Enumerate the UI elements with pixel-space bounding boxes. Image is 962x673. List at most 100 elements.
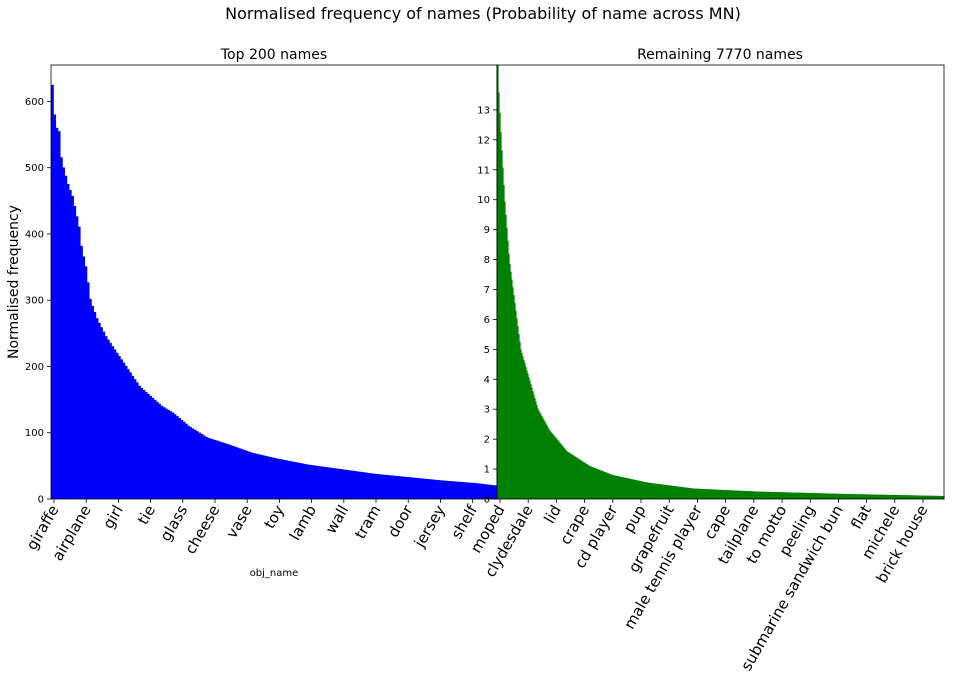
bar — [184, 423, 188, 499]
bar — [144, 391, 148, 499]
bar — [643, 481, 645, 499]
bar — [75, 216, 79, 499]
bar — [430, 479, 433, 499]
bar — [771, 491, 773, 499]
bar — [581, 460, 583, 499]
bar — [562, 446, 564, 499]
bar — [86, 282, 90, 499]
bar — [764, 491, 766, 499]
bar — [869, 494, 871, 499]
bar — [325, 467, 329, 499]
bar — [385, 474, 389, 499]
bar — [392, 475, 396, 499]
bar — [619, 476, 621, 499]
bar — [754, 491, 756, 499]
y-tick-label: 3 — [484, 405, 490, 416]
bar — [636, 480, 638, 499]
bar — [554, 436, 556, 499]
bar — [933, 495, 935, 499]
bar — [53, 114, 57, 500]
bar — [624, 477, 626, 499]
bar — [680, 486, 682, 499]
bar — [553, 435, 555, 499]
bar — [542, 417, 544, 499]
bar — [247, 451, 251, 499]
bar — [526, 370, 528, 499]
bar — [565, 449, 567, 499]
bar — [175, 416, 179, 499]
bar — [932, 495, 934, 499]
bar — [922, 495, 924, 499]
x-tick-label: lamb — [286, 502, 320, 543]
bar — [859, 494, 861, 499]
bar — [658, 484, 660, 499]
bar — [631, 479, 633, 499]
bar — [515, 310, 517, 499]
bar — [100, 327, 103, 499]
left-chart-title: Top 200 names — [220, 47, 327, 63]
bar — [730, 490, 732, 499]
bar — [661, 484, 663, 499]
bar — [850, 494, 852, 499]
bar — [472, 482, 476, 499]
bar — [703, 489, 705, 499]
bar — [750, 491, 752, 499]
bar — [55, 127, 59, 499]
bar — [209, 438, 213, 499]
bar — [575, 456, 577, 499]
bar — [772, 491, 774, 499]
bar — [77, 226, 81, 499]
bar — [504, 201, 506, 499]
bar — [512, 287, 514, 499]
x-tick-label: jersey — [410, 502, 449, 551]
bar — [707, 489, 709, 499]
bar — [925, 495, 927, 499]
bars — [51, 84, 498, 500]
bar — [921, 495, 923, 499]
bar — [140, 387, 144, 499]
bar — [930, 495, 932, 499]
bar — [485, 484, 489, 499]
bar — [753, 491, 755, 499]
bar — [675, 486, 677, 499]
bar — [763, 491, 765, 499]
bar — [618, 476, 620, 499]
bar — [166, 409, 170, 499]
bar — [182, 421, 186, 499]
bar — [681, 487, 683, 499]
bar — [383, 474, 387, 499]
bar — [778, 492, 780, 499]
bar — [758, 491, 760, 499]
y-tick-label: 5 — [484, 345, 490, 356]
bar — [490, 484, 494, 499]
bar — [860, 494, 862, 499]
bar — [633, 479, 635, 499]
bar — [151, 397, 155, 499]
bar — [838, 493, 840, 499]
bar — [849, 494, 851, 499]
bar — [369, 473, 373, 499]
bar — [907, 495, 909, 499]
bar — [271, 457, 275, 499]
bar — [634, 479, 636, 499]
bar — [540, 414, 542, 499]
bar — [688, 487, 690, 499]
bar — [783, 492, 785, 499]
bar — [557, 440, 559, 499]
bar — [187, 425, 190, 499]
bar — [811, 493, 813, 499]
bar — [803, 492, 805, 499]
bar — [311, 465, 315, 499]
bar — [701, 488, 703, 499]
bar — [608, 473, 610, 499]
bar — [468, 482, 471, 499]
bar — [570, 453, 572, 499]
bar — [872, 494, 874, 499]
bar — [831, 493, 833, 499]
bar — [340, 469, 344, 499]
bar — [627, 478, 629, 499]
bar — [531, 387, 533, 499]
bar — [844, 493, 846, 499]
bar — [454, 481, 458, 499]
